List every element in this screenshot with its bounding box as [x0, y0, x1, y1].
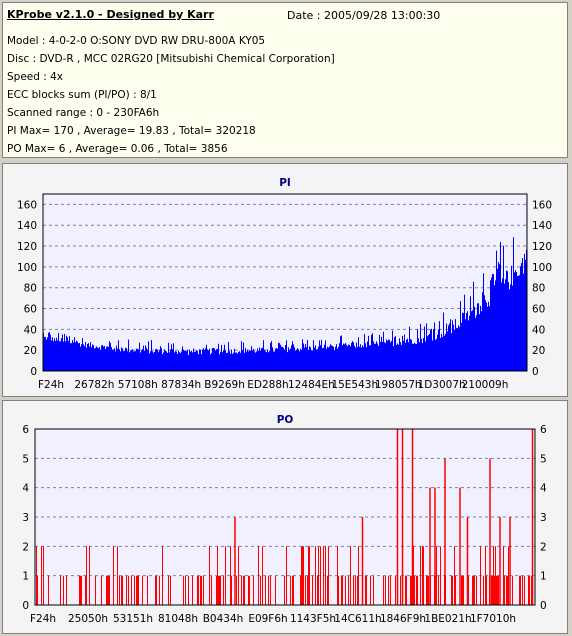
plot-border: [42, 193, 528, 372]
y-tick-left: 1: [22, 571, 29, 583]
y-tick-right: 160: [532, 199, 552, 211]
y-tick-left: 5: [22, 453, 29, 465]
x-tick: B0434h: [203, 613, 244, 625]
x-tick: 12484Eh: [288, 379, 335, 391]
chart-title: PI: [279, 177, 291, 189]
x-tick: 87834h: [161, 379, 201, 391]
ecc-info: ECC blocks sum (PI/PO) : 8/1: [7, 89, 157, 101]
y-tick-left: 160: [17, 199, 37, 211]
y-tick-left: 20: [24, 345, 37, 357]
y-tick-right: 6: [540, 424, 547, 436]
po-chart-panel: PO 0 0 1 1 2 2 3 3 4 4 5 5 6 6 F24h 25050h 53151h 81048h B0…: [2, 400, 568, 634]
chart-title: PO: [277, 414, 294, 426]
x-tick: 210009h: [462, 379, 509, 391]
y-tick-left: 60: [24, 304, 37, 316]
y-tick-left: 2: [22, 541, 29, 553]
x-tick: 25050h: [68, 613, 108, 625]
scanned-range: Scanned range : 0 - 230FA6h: [7, 107, 160, 119]
pi-summary: PI Max= 170 , Average= 19.83 , Total= 32…: [7, 125, 256, 137]
y-tick-left: 0: [22, 600, 29, 612]
x-tick: 1143F5h: [290, 613, 336, 625]
header-panel: KProbe v2.1.0 - Designed by Karr Date : …: [2, 2, 568, 158]
y-tick-left: 100: [17, 262, 37, 274]
y-tick-left: 120: [17, 241, 37, 253]
x-tick: 53151h: [113, 613, 153, 625]
y-tick-right: 1: [540, 571, 547, 583]
x-tick: 81048h: [158, 613, 198, 625]
app-title: KProbe v2.1.0 - Designed by Karr: [7, 8, 214, 21]
scan-date: Date : 2005/09/28 13:00:30: [287, 9, 441, 22]
x-tick: 1D3007h: [418, 379, 466, 391]
speed-info: Speed : 4x: [7, 71, 64, 83]
disc-info: Disc : DVD-R , MCC 02RG20 [Mitsubishi Ch…: [7, 53, 335, 65]
y-tick-right: 40: [532, 324, 545, 336]
y-tick-right: 3: [540, 512, 547, 524]
x-tick: 15E543h: [331, 379, 378, 391]
pi-chart: PI 0 0 20 20 40 40 60 60 80 80 100 100 120 120 140 140 16…: [17, 177, 552, 391]
y-tick-right: 100: [532, 262, 552, 274]
y-tick-left: 80: [24, 283, 37, 295]
y-tick-left: 40: [24, 324, 37, 336]
x-tick: 1F7010h: [470, 613, 516, 625]
x-tick: F24h: [38, 379, 64, 391]
x-tick: ED288h: [247, 379, 288, 391]
drive-model: Model : 4-0-2-0 O:SONY DVD RW DRU-800A K…: [7, 35, 266, 47]
plot-border: [34, 428, 536, 606]
x-tick: F24h: [30, 613, 56, 625]
y-tick-right: 2: [540, 541, 547, 553]
x-tick: 1BE021h: [424, 613, 471, 625]
y-tick-left: 4: [22, 483, 29, 495]
y-tick-right: 60: [532, 304, 545, 316]
x-tick: B9269h: [204, 379, 245, 391]
y-tick-left: 0: [30, 366, 37, 378]
y-tick-right: 0: [532, 366, 539, 378]
x-tick: 57108h: [118, 379, 158, 391]
po-chart: PO 0 0 1 1 2 2 3 3 4 4 5 5 6 6 F24h 25050h 53151h 81048h B0…: [22, 414, 547, 625]
y-tick-right: 4: [540, 483, 547, 495]
y-tick-left: 140: [17, 220, 37, 232]
y-tick-right: 120: [532, 241, 552, 253]
pi-chart-panel: PI 0 0 20 20 40 40 60 60 80 80 100 100 120 120 140 140 16…: [2, 163, 568, 397]
y-tick-left: 6: [22, 424, 29, 436]
x-tick: E09F6h: [248, 613, 287, 625]
x-tick: 1846F9h: [380, 613, 426, 625]
y-tick-right: 20: [532, 345, 545, 357]
x-tick: 198057h: [375, 379, 422, 391]
y-tick-left: 3: [22, 512, 29, 524]
po-summary: PO Max= 6 , Average= 0.06 , Total= 3856: [7, 143, 228, 155]
y-tick-right: 5: [540, 453, 547, 465]
y-tick-right: 140: [532, 220, 552, 232]
y-tick-right: 80: [532, 283, 545, 295]
x-tick: 14C611h: [334, 613, 381, 625]
y-tick-right: 0: [540, 600, 547, 612]
x-tick: 26782h: [74, 379, 114, 391]
